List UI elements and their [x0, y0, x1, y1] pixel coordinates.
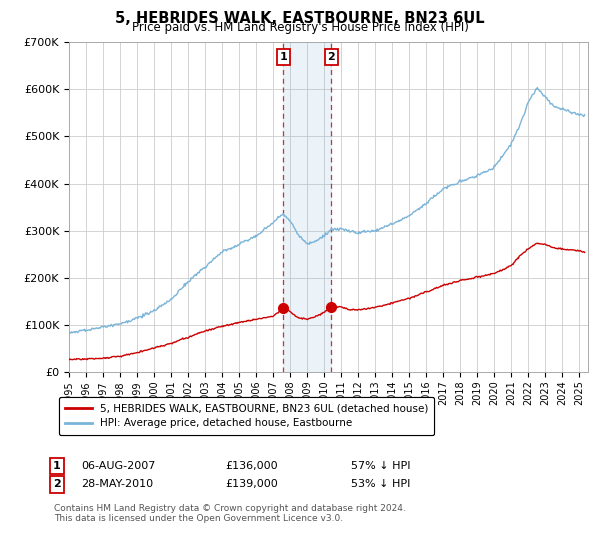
Text: 57% ↓ HPI: 57% ↓ HPI — [351, 461, 410, 471]
Legend: 5, HEBRIDES WALK, EASTBOURNE, BN23 6UL (detached house), HPI: Average price, det: 5, HEBRIDES WALK, EASTBOURNE, BN23 6UL (… — [59, 397, 434, 435]
Text: 1: 1 — [53, 461, 61, 471]
Text: Contains HM Land Registry data © Crown copyright and database right 2024.
This d: Contains HM Land Registry data © Crown c… — [54, 504, 406, 524]
Text: 2: 2 — [53, 479, 61, 489]
Text: Price paid vs. HM Land Registry's House Price Index (HPI): Price paid vs. HM Land Registry's House … — [131, 21, 469, 34]
Text: 28-MAY-2010: 28-MAY-2010 — [81, 479, 153, 489]
Text: 53% ↓ HPI: 53% ↓ HPI — [351, 479, 410, 489]
Text: 06-AUG-2007: 06-AUG-2007 — [81, 461, 155, 471]
Bar — [283, 42, 331, 372]
Text: 2: 2 — [328, 52, 335, 62]
Text: £139,000: £139,000 — [225, 479, 278, 489]
Text: £136,000: £136,000 — [225, 461, 278, 471]
Text: 5, HEBRIDES WALK, EASTBOURNE, BN23 6UL: 5, HEBRIDES WALK, EASTBOURNE, BN23 6UL — [115, 11, 485, 26]
Text: 1: 1 — [280, 52, 287, 62]
